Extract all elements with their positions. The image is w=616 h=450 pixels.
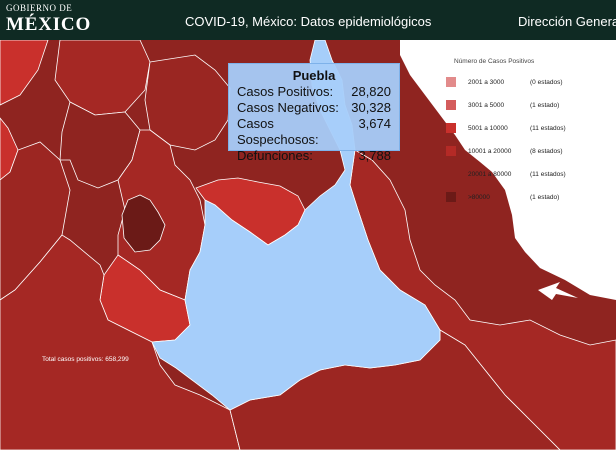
legend-range: 5001 a 10000 — [468, 125, 508, 132]
legend-range: 2001 a 3000 — [468, 79, 505, 86]
state-region[interactable] — [59, 101, 141, 189]
puebla-region[interactable] — [151, 40, 441, 411]
legend-count: (8 estados) — [530, 148, 563, 155]
legend-item[interactable]: 2001 a 3000 (0 estados) — [440, 77, 563, 100]
legend-item[interactable]: 5001 a 10000 (11 estados) — [440, 123, 566, 146]
header-right-text: Dirección General de — [518, 14, 616, 29]
legend-count: (1 estado) — [530, 102, 560, 109]
legend-item[interactable]: >80000 (1 estado) — [440, 192, 559, 215]
legend-range: 20001 a 80000 — [468, 171, 512, 178]
tooltip-label: Casos Sospechosos: — [237, 116, 319, 147]
legend-count: (1 estado) — [530, 194, 560, 201]
header-bar: GOBIERNO DE MÉXICO COVID-19, México: Dat… — [0, 0, 616, 40]
compass-arrow-icon — [538, 282, 578, 300]
legend-title: Número de Casos Positivos — [454, 58, 535, 65]
tooltip-value: 3,788 — [358, 148, 391, 163]
legend-count: (11 estados) — [530, 125, 566, 132]
legend-count: (11 estados) — [530, 171, 566, 178]
legend-count: (0 estados) — [530, 79, 563, 86]
legend-item[interactable]: 10001 a 20000 (8 estados) — [440, 146, 563, 169]
map-legend: Número de Casos Positivos 2001 a 3000 (0… — [440, 58, 566, 215]
legend-swatch — [446, 100, 456, 110]
legend-swatch — [446, 169, 456, 179]
tooltip-label: Defunciones: — [237, 148, 313, 163]
legend-swatch — [446, 77, 456, 87]
tooltip-row: Casos Sospechosos: 3,674 — [237, 116, 391, 148]
legend-range: >80000 — [468, 194, 490, 201]
legend-range: 3001 a 5000 — [468, 102, 505, 109]
legend-swatch — [446, 123, 456, 133]
legend-item[interactable]: 3001 a 5000 (1 estado) — [440, 100, 559, 123]
tooltip-value: 30,328 — [351, 100, 391, 115]
tooltip-label: Casos Negativos: — [237, 100, 339, 115]
legend-item[interactable]: 20001 a 80000 (11 estados) — [440, 169, 566, 192]
tooltip-row: Defunciones: 3,788 — [237, 148, 391, 164]
page-title: COVID-19, México: Datos epidemiológicos — [185, 14, 432, 29]
logo-top-text: GOBIERNO DE — [6, 3, 73, 13]
gobierno-logo[interactable]: GOBIERNO DE MÉXICO — [6, 3, 92, 35]
legend-range: 10001 a 20000 — [468, 148, 512, 155]
tooltip-value: 28,820 — [351, 84, 391, 99]
legend-swatch — [446, 146, 456, 156]
tooltip-row: Casos Positivos: 28,820 — [237, 84, 391, 100]
tooltip-value: 3,674 — [358, 116, 391, 131]
logo-main-text: MÉXICO — [6, 14, 92, 35]
tooltip-row: Casos Negativos: 30,328 — [237, 100, 391, 116]
state-tooltip: Puebla Casos Positivos: 28,820 Casos Neg… — [228, 63, 400, 163]
state-region[interactable] — [144, 54, 231, 151]
state-region[interactable] — [121, 194, 166, 253]
state-region[interactable] — [0, 40, 49, 106]
tooltip-state-name: Puebla — [292, 68, 336, 83]
total-cases-label: Total casos positivos: 658,299 — [42, 356, 129, 363]
legend-swatch — [446, 192, 456, 202]
tooltip-label: Casos Positivos: — [237, 84, 334, 99]
